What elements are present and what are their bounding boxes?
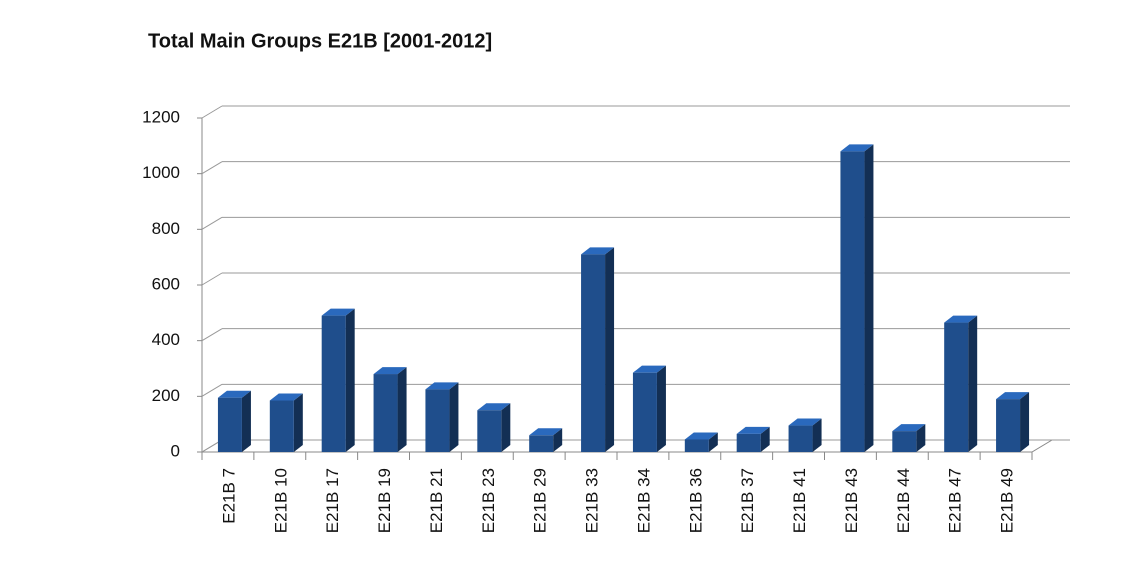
x-tick-label: E21B 34 (634, 468, 653, 533)
bar (269, 393, 303, 452)
bar-side (553, 428, 563, 452)
bar-front (632, 372, 657, 452)
bar-side (449, 382, 459, 452)
bar-front (217, 397, 242, 452)
bar (736, 426, 770, 452)
bar (632, 365, 666, 452)
bar-side (864, 144, 874, 452)
bar (217, 390, 251, 452)
bar-side (968, 315, 978, 452)
bar-top (581, 247, 615, 255)
bar (581, 247, 615, 452)
bar-front (373, 374, 398, 452)
y-tick-label: 800 (152, 219, 180, 238)
y-tick-label: 400 (152, 330, 180, 349)
x-tick-label: E21B 43 (842, 468, 861, 533)
bar-side (708, 432, 718, 452)
y-tick-label: 200 (152, 386, 180, 405)
bar-top (736, 426, 770, 434)
x-tick-label: E21B 44 (894, 468, 913, 533)
grid-line-side (201, 161, 223, 175)
bar-top (477, 403, 511, 411)
bar-top (996, 392, 1030, 400)
bar-side (656, 365, 666, 452)
x-tick-label: E21B 17 (323, 468, 342, 533)
bar-front (269, 400, 294, 452)
bar-top (944, 315, 978, 323)
y-tick-label: 600 (152, 274, 180, 293)
x-tick-label: E21B 29 (531, 468, 550, 533)
bar-side (760, 426, 770, 452)
bar-front (581, 254, 606, 452)
bar-side (1020, 392, 1030, 452)
grid-line-side (201, 328, 223, 342)
bar-top (373, 367, 407, 375)
bar (321, 308, 355, 452)
bar-top (840, 144, 874, 152)
bar (684, 432, 718, 452)
x-tick-label: E21B 19 (375, 468, 394, 533)
bar-top (684, 432, 718, 440)
bar-side (345, 308, 355, 452)
x-tick-label: E21B 36 (686, 468, 705, 533)
bar (477, 403, 511, 452)
bar-front (892, 431, 917, 452)
bar-top (217, 390, 251, 398)
bar-side (397, 367, 407, 452)
bar (425, 382, 459, 452)
bar-top (425, 382, 459, 390)
bar-front (529, 435, 554, 452)
bar-top (632, 365, 666, 373)
grid-line-side (201, 216, 223, 230)
bar-top (529, 428, 563, 436)
bar-front (788, 425, 813, 452)
bar-side (916, 424, 926, 452)
y-tick-label: 1200 (142, 107, 180, 126)
bar-front (425, 389, 450, 452)
grid-line-side (201, 383, 223, 397)
x-tick-label: E21B 41 (790, 468, 809, 533)
bar-front (944, 322, 969, 452)
bar-top (321, 308, 355, 316)
bar-side (501, 403, 511, 452)
bar (944, 315, 978, 452)
x-tick-label: E21B 47 (946, 468, 965, 533)
bar-side (605, 247, 615, 452)
x-tick-label: E21B 10 (271, 468, 290, 533)
bar (529, 428, 563, 452)
x-tick-label: E21B 7 (219, 468, 238, 524)
bar (892, 424, 926, 452)
bar (996, 392, 1030, 452)
x-tick-label: E21B 21 (427, 468, 446, 533)
grid-line-side (201, 105, 223, 119)
grid-line-side (201, 272, 223, 286)
bar-front (840, 151, 865, 452)
x-tick-label: E21B 33 (583, 468, 602, 533)
bar-side (241, 390, 251, 452)
y-tick-label: 1000 (142, 163, 180, 182)
bar-front (477, 410, 502, 452)
bar-front (684, 439, 709, 452)
bar-side (812, 418, 822, 452)
bar (788, 418, 822, 452)
y-tick-label: 0 (171, 441, 180, 460)
bar-top (892, 424, 926, 432)
bar-top (269, 393, 303, 401)
bar-side (293, 393, 303, 452)
bar-top (788, 418, 822, 426)
x-tick-label: E21B 23 (479, 468, 498, 533)
bar-front (736, 433, 761, 452)
chart-title: Total Main Groups E21B [2001-2012] (148, 30, 492, 52)
bar-front (996, 399, 1021, 452)
bar (373, 367, 407, 452)
bar-front (321, 315, 346, 452)
x-tick-label: E21B 49 (998, 468, 1017, 533)
bar (840, 144, 874, 452)
x-tick-label: E21B 37 (738, 468, 757, 533)
